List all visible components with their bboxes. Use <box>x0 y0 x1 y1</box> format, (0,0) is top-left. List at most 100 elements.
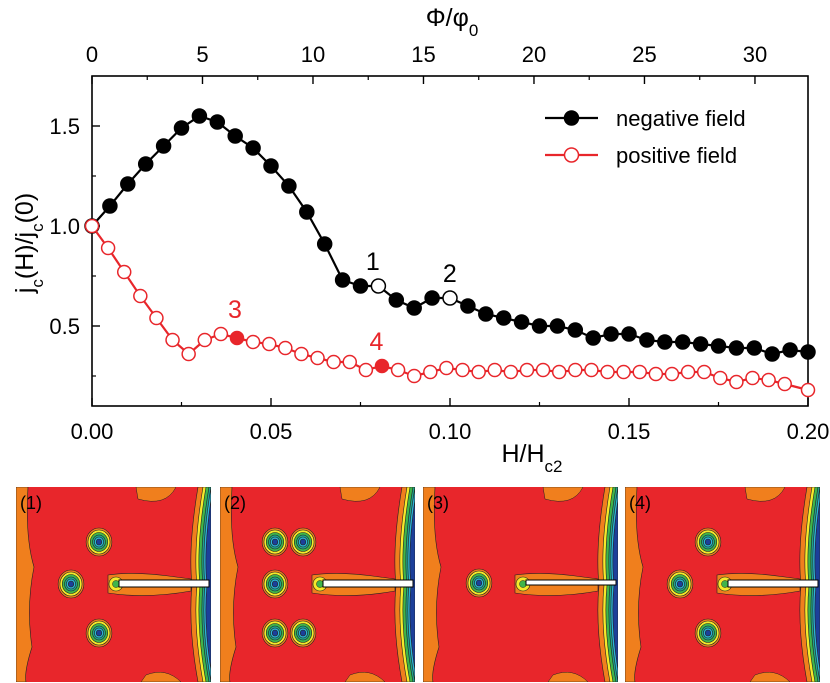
legend-marker <box>563 147 580 163</box>
data-point <box>585 330 601 346</box>
data-point <box>213 326 229 342</box>
data-point <box>102 198 118 214</box>
data-point <box>261 336 277 352</box>
legend-label: positive field <box>616 143 737 168</box>
data-point <box>680 364 696 380</box>
data-point <box>674 334 691 350</box>
data-point <box>535 362 551 378</box>
data-point <box>100 240 116 256</box>
data-point <box>782 342 798 358</box>
vortex <box>666 569 694 599</box>
bottom-edge-band <box>547 671 589 682</box>
data-point <box>137 156 154 172</box>
vortex <box>85 527 113 557</box>
annotation-label: 4 <box>369 328 383 356</box>
left-edge-band <box>16 487 35 682</box>
data-point <box>334 272 351 288</box>
data-point <box>406 300 422 316</box>
x-axis-title: H/Hc2 <box>501 440 562 476</box>
data-point <box>455 362 470 378</box>
data-point <box>278 340 293 356</box>
vortex-panel-3: (3) <box>423 487 618 682</box>
channel <box>322 579 414 588</box>
data-point <box>568 362 583 378</box>
data-point <box>584 362 599 378</box>
data-point <box>294 346 309 362</box>
data-point <box>227 128 243 144</box>
data-point <box>209 114 226 130</box>
vortex-panel-2: (2) <box>220 487 415 682</box>
y-tick-label: 1.5 <box>49 114 80 139</box>
annotation-label: 2 <box>443 260 457 288</box>
data-point <box>729 374 744 390</box>
data-point <box>460 298 476 314</box>
bottom-edge-band <box>344 671 386 682</box>
data-point <box>84 218 100 234</box>
data-point <box>621 326 637 342</box>
data-point <box>442 290 458 306</box>
data-point <box>439 360 454 376</box>
data-point <box>639 332 655 348</box>
data-point <box>616 364 631 380</box>
bottom-edge-band <box>749 671 791 682</box>
data-point <box>710 338 727 354</box>
data-point <box>245 140 261 156</box>
vortex-panel-svg: (4) <box>625 487 820 682</box>
x-tick-label: 0.00 <box>71 419 114 444</box>
data-point <box>120 176 136 192</box>
legend-marker <box>563 110 580 126</box>
vortex <box>465 568 493 598</box>
vortex <box>694 618 722 648</box>
data-point <box>495 310 512 326</box>
data-point <box>229 330 245 346</box>
top-tick-label: 15 <box>411 42 435 67</box>
data-point <box>745 370 760 386</box>
top-edge-band <box>744 487 786 502</box>
panel-label: (3) <box>427 493 449 513</box>
vortex <box>261 527 289 557</box>
data-point <box>133 288 148 304</box>
vortex <box>57 569 85 599</box>
data-point <box>692 336 709 352</box>
data-point <box>728 340 745 356</box>
x-tick-label: 0.05 <box>250 419 293 444</box>
bottom-edge-band <box>140 671 182 682</box>
data-point <box>197 332 213 348</box>
data-point <box>310 350 325 366</box>
top-axis-title: Φ/φ0 <box>426 4 479 40</box>
data-point <box>551 364 567 380</box>
vortex <box>694 527 722 557</box>
data-point <box>316 236 333 252</box>
y-axis-title: jc(H)/jc(0) <box>11 193 47 294</box>
vortex-panel-svg: (3) <box>423 487 618 682</box>
y-tick-label: 0.5 <box>49 314 80 339</box>
data-point <box>116 264 132 280</box>
data-point <box>390 362 406 378</box>
vortex-panel-4: (4) <box>625 487 820 682</box>
vortex <box>289 618 317 648</box>
data-point <box>424 290 440 306</box>
data-point <box>664 366 680 382</box>
data-point <box>471 364 486 380</box>
data-point <box>191 108 208 124</box>
data-point <box>155 138 172 154</box>
data-point <box>342 354 358 370</box>
data-point <box>764 346 780 362</box>
data-point <box>648 366 664 382</box>
data-point <box>746 340 763 356</box>
data-point <box>567 322 584 338</box>
data-point <box>149 310 164 326</box>
data-point <box>657 334 673 350</box>
data-point <box>519 362 535 378</box>
top-tick-label: 30 <box>743 42 767 67</box>
x-tick-label: 0.15 <box>608 419 651 444</box>
data-point <box>370 278 387 294</box>
top-tick-label: 10 <box>301 42 325 67</box>
vortex <box>261 569 289 599</box>
data-point <box>299 204 315 220</box>
data-point <box>777 376 792 392</box>
top-tick-label: 20 <box>522 42 546 67</box>
channel <box>525 579 617 586</box>
top-edge-band <box>135 487 177 502</box>
left-edge-band <box>423 487 442 682</box>
